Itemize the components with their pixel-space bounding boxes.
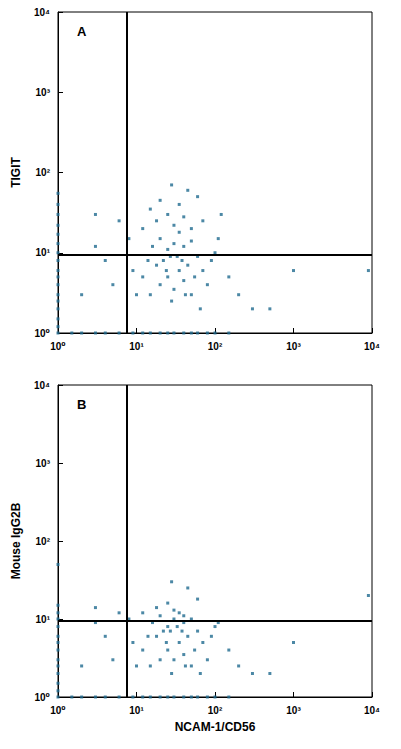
svg-text:10³: 10³ bbox=[286, 341, 301, 352]
svg-text:10⁰: 10⁰ bbox=[34, 328, 50, 339]
svg-text:10¹: 10¹ bbox=[129, 705, 144, 716]
svg-text:TIGIT: TIGIT bbox=[9, 157, 23, 188]
svg-text:Mouse IgG2B: Mouse IgG2B bbox=[9, 502, 23, 579]
svg-text:10³: 10³ bbox=[36, 87, 51, 98]
svg-text:10⁴: 10⁴ bbox=[34, 380, 50, 391]
svg-text:10¹: 10¹ bbox=[36, 247, 51, 258]
svg-text:A: A bbox=[77, 24, 87, 39]
svg-text:B: B bbox=[77, 397, 86, 412]
svg-text:10²: 10² bbox=[208, 705, 223, 716]
svg-text:NCAM-1/CD56: NCAM-1/CD56 bbox=[175, 720, 256, 734]
svg-text:10⁰: 10⁰ bbox=[34, 692, 50, 703]
svg-text:10³: 10³ bbox=[36, 458, 51, 469]
svg-text:10⁰: 10⁰ bbox=[50, 705, 66, 716]
svg-text:10²: 10² bbox=[36, 167, 51, 178]
svg-text:10⁴: 10⁴ bbox=[364, 341, 380, 352]
svg-text:10⁴: 10⁴ bbox=[364, 705, 380, 716]
svg-text:10¹: 10¹ bbox=[129, 341, 144, 352]
svg-text:10¹: 10¹ bbox=[36, 614, 51, 625]
svg-text:10⁴: 10⁴ bbox=[34, 7, 50, 18]
svg-text:10³: 10³ bbox=[286, 705, 301, 716]
svg-text:10²: 10² bbox=[36, 536, 51, 547]
svg-text:10²: 10² bbox=[208, 341, 223, 352]
svg-text:10⁰: 10⁰ bbox=[50, 341, 66, 352]
